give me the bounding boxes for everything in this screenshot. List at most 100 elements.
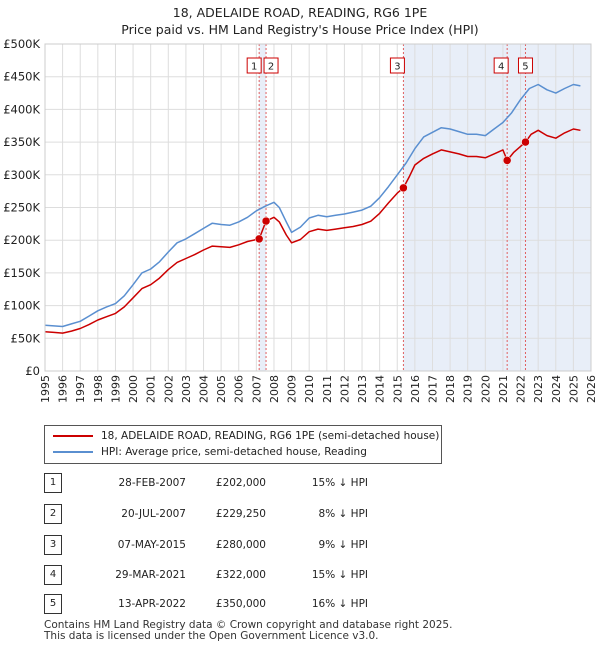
legend-item-price: 18, ADELAIDE ROAD, READING, RG6 1PE (sem… — [53, 428, 439, 444]
y-tick-label: £0 — [25, 364, 40, 378]
transaction-hpi-diff: 15% ↓ HPI — [311, 477, 368, 489]
x-tick-label: 1995 — [39, 375, 52, 403]
legend-swatch-price — [53, 435, 93, 437]
table-row: 2 20-JUL-2007 £229,250 8% ↓ HPI — [44, 504, 444, 524]
table-row: 3 07-MAY-2015 £280,000 9% ↓ HPI — [44, 535, 444, 555]
x-tick-label: 2009 — [286, 375, 299, 403]
x-tick-label: 2013 — [356, 375, 369, 403]
hpi-line — [44, 83, 581, 328]
footer-attribution: Contains HM Land Registry data © Crown c… — [44, 620, 452, 642]
x-tick-label: 2010 — [303, 375, 316, 403]
x-tick-label: 2015 — [391, 375, 404, 403]
sale-point — [521, 137, 530, 147]
x-tick-label: 2003 — [180, 375, 193, 403]
sale-point — [399, 183, 408, 193]
transaction-number: 5 — [44, 594, 62, 614]
chart-title: 18, ADELAIDE ROAD, READING, RG6 1PE Pric… — [0, 4, 600, 38]
x-tick-label: 2021 — [497, 375, 510, 403]
transaction-number: 3 — [44, 535, 62, 555]
x-tick-label: 2004 — [198, 375, 211, 403]
legend-item-hpi: HPI: Average price, semi-detached house,… — [53, 444, 367, 460]
x-tick-label: 2012 — [338, 375, 351, 403]
transaction-number: 1 — [44, 473, 62, 493]
x-tick-label: 2026 — [585, 375, 598, 403]
footer-line2: This data is licensed under the Open Gov… — [44, 630, 379, 642]
legend-swatch-hpi — [53, 451, 93, 453]
transaction-price: £229,250 — [215, 508, 266, 520]
y-tick-label: £400K — [3, 102, 40, 116]
y-tick-label: £500K — [3, 37, 40, 51]
transaction-hpi-diff: 15% ↓ HPI — [311, 569, 368, 581]
x-tick-label: 2006 — [233, 375, 246, 403]
sale-label-box — [389, 57, 405, 74]
x-tick-label: 2017 — [426, 375, 439, 403]
transaction-date: 13-APR-2022 — [118, 598, 186, 610]
transaction-number: 4 — [44, 565, 62, 585]
table-row: 1 28-FEB-2007 £202,000 15% ↓ HPI — [44, 473, 444, 493]
sale-point — [502, 156, 512, 165]
transaction-hpi-diff: 9% ↓ HPI — [318, 539, 368, 551]
x-tick-label: 2005 — [215, 375, 228, 403]
sale-point-layer — [254, 137, 530, 244]
chart-legend: 18, ADELAIDE ROAD, READING, RG6 1PE (sem… — [44, 425, 442, 464]
sale-point — [254, 234, 264, 244]
legend-label-price: 18, ADELAIDE ROAD, READING, RG6 1PE (sem… — [101, 430, 440, 442]
x-tick-label: 2023 — [532, 375, 545, 403]
x-tick-label: 2025 — [567, 375, 580, 403]
sale-label: 1 — [251, 62, 257, 73]
y-tick-label: £100K — [3, 299, 40, 313]
y-tick-label: £150K — [3, 266, 40, 280]
x-tick-label: 1996 — [57, 375, 70, 403]
price-paid-line — [44, 128, 581, 334]
x-tick-label: 2002 — [162, 375, 175, 403]
x-tick-label: 1999 — [109, 375, 122, 403]
sale-label-box — [246, 57, 262, 74]
x-tick-label: 2011 — [321, 375, 334, 403]
sale-label-box — [517, 57, 533, 74]
transaction-hpi-diff: 16% ↓ HPI — [311, 598, 368, 610]
table-row: 4 29-MAR-2021 £322,000 15% ↓ HPI — [44, 565, 444, 585]
x-tick-label: 1998 — [92, 375, 105, 403]
x-tick-label: 2024 — [550, 375, 563, 403]
x-tick-label: 2022 — [515, 375, 528, 403]
x-tick-label: 2000 — [127, 375, 140, 403]
x-tick-label: 2018 — [444, 375, 457, 403]
sale-label: 3 — [394, 62, 400, 73]
transaction-date: 20-JUL-2007 — [121, 508, 186, 520]
x-tick-label: 2019 — [462, 375, 475, 403]
y-tick-label: £200K — [3, 233, 40, 247]
transaction-price: £322,000 — [215, 569, 266, 581]
transaction-date: 07-MAY-2015 — [117, 539, 186, 551]
sale-label: 2 — [268, 62, 274, 73]
y-tick-label: £300K — [3, 168, 40, 182]
transaction-price: £202,000 — [215, 477, 266, 489]
chart-title-line2: Price paid vs. HM Land Registry's House … — [121, 22, 479, 37]
transaction-number: 2 — [44, 504, 62, 524]
y-tick-label: £450K — [3, 70, 40, 84]
sale-label-box — [263, 57, 279, 74]
axes-layer: £0 £50K £100K £150K £200K £250K £300K £350K £400… — [3, 37, 598, 403]
x-tick-label: 2014 — [374, 375, 387, 403]
y-tick-label: £250K — [3, 201, 40, 215]
y-tick-label: £350K — [3, 135, 40, 149]
chart-title-line1: 18, ADELAIDE ROAD, READING, RG6 1PE — [172, 5, 428, 20]
sale-label: 5 — [522, 62, 528, 73]
sale-point — [261, 216, 271, 226]
sale-label: 4 — [498, 62, 504, 73]
transaction-hpi-diff: 8% ↓ HPI — [318, 508, 368, 520]
footer-line1: Contains HM Land Registry data © Crown c… — [44, 619, 453, 631]
legend-label-hpi: HPI: Average price, semi-detached house,… — [101, 446, 367, 458]
x-tick-label: 2001 — [145, 375, 158, 403]
series-layer — [44, 83, 581, 334]
transaction-date: 28-FEB-2007 — [118, 477, 186, 489]
transaction-price: £280,000 — [215, 539, 266, 551]
y-tick-label: £50K — [11, 331, 41, 345]
x-tick-label: 1997 — [74, 375, 87, 403]
x-tick-label: 2007 — [250, 375, 263, 403]
x-tick-label: 2008 — [268, 375, 281, 403]
transaction-date: 29-MAR-2021 — [115, 569, 186, 581]
transaction-price: £350,000 — [215, 598, 266, 610]
x-tick-label: 2020 — [479, 375, 492, 403]
